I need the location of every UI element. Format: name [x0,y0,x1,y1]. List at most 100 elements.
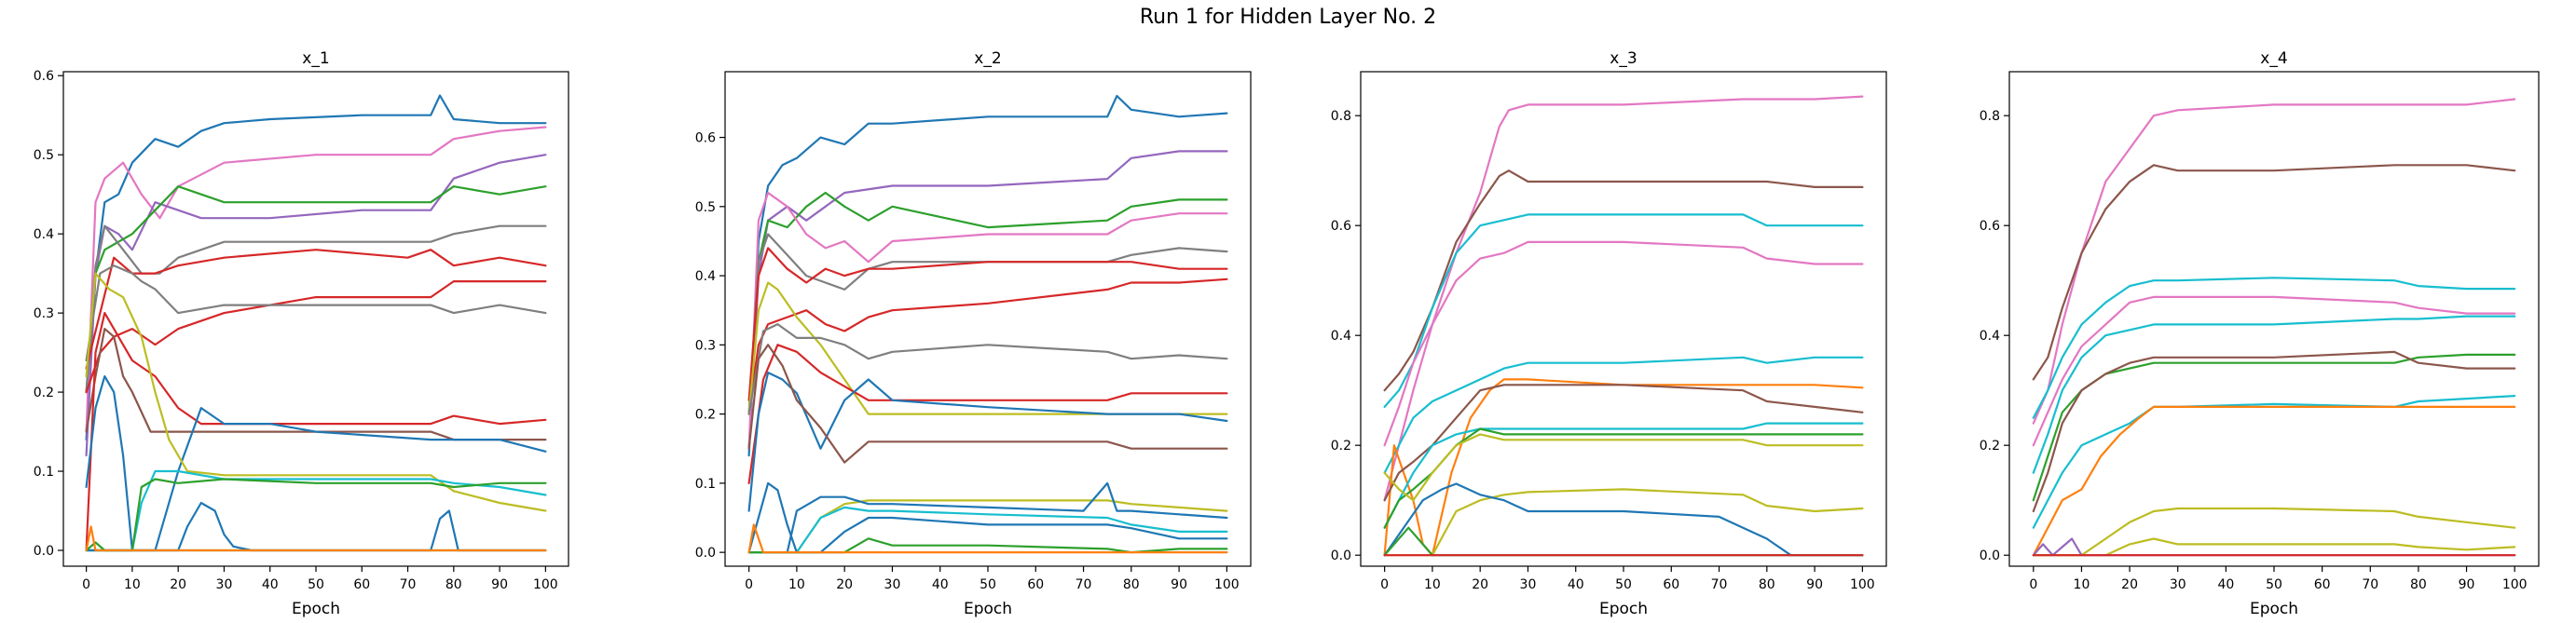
x-tick-label: 0 [1380,577,1389,592]
x-tick-label: 60 [2314,577,2331,592]
x-tick-label: 30 [2170,577,2186,592]
series-line-1 [1383,95,1864,502]
plot-frame [62,71,569,567]
x-tick-label: 60 [1663,577,1679,592]
series-line-4 [2032,295,2516,447]
x-tick-label: 20 [836,577,853,592]
x-tick-label: 0 [82,577,90,592]
series-line-6 [1383,378,1864,557]
subplot-title: x_2 [974,49,1001,68]
x-tick-label: 0 [2029,577,2037,592]
x-tick-label: 30 [1520,577,1537,592]
series-line-12 [1383,482,1864,557]
x-tick-label: 50 [980,577,996,592]
x-tick-label: 30 [216,577,233,592]
y-tick-label: 0.0 [695,546,716,561]
series-line-9 [747,323,1228,415]
y-tick-label: 0.2 [1980,439,2000,454]
subplot-3: 0 10 20 30 40 50 60 70 80 90 100 0.0 0.2 0.4 0.6 0.8 x_3… [1331,49,1887,618]
series-line-3 [747,191,1228,415]
series-line-9 [2032,405,2516,557]
x-tick-label: 90 [2459,577,2475,592]
series-line-17 [747,537,1228,554]
x-tick-label: 10 [124,577,141,592]
y-tick-label: 0.8 [1980,109,2000,124]
series-line-15 [747,506,1228,554]
x-tick-label: 80 [2410,577,2427,592]
x-tick-label: 70 [1076,577,1092,592]
x-tick-label: 80 [445,577,462,592]
x-tick-label: 10 [788,577,805,592]
y-tick-label: 0.4 [1331,329,1351,344]
y-tick-label: 0.5 [695,200,716,215]
y-tick-label: 0.3 [34,306,54,321]
series-line-5 [2032,315,2516,474]
subplot-2: 0 10 20 30 40 50 60 70 80 90 100 0.0 0.1 0.2 0.3 0.4 0.5… [695,49,1252,618]
series-line-5 [1383,356,1864,474]
x-tick-label: 90 [1171,577,1187,592]
series-line-10 [85,312,547,552]
subplot-4: 0 10 20 30 40 50 60 70 80 90 100 0.0 0.2 0.4 0.6 0.8 x_4… [1980,49,2540,618]
series-line-4 [85,185,547,394]
series-line-8 [1383,422,1864,529]
x-tick-label: 90 [491,577,508,592]
x-tick-label: 100 [1214,577,1240,592]
x-tick-label: 90 [1806,577,1823,592]
x-tick-label: 40 [2217,577,2234,592]
series-line-5 [747,233,1228,415]
y-tick-label: 0.5 [34,148,54,163]
y-tick-label: 0.0 [1331,549,1351,563]
x-tick-label: 40 [262,577,279,592]
y-tick-label: 0.3 [695,338,716,353]
series-line-10 [747,344,1228,484]
x-tick-label: 50 [1615,577,1632,592]
series-line-17 [85,525,547,552]
x-tick-label: 50 [2266,577,2282,592]
series-line-1 [2032,98,2516,425]
series-line-11 [2032,537,2516,557]
plot-frame [1360,71,1887,567]
subplot-title: x_3 [1610,49,1637,68]
series-line-6 [85,249,547,370]
series-line-3 [2032,277,2516,419]
y-tick-label: 0.2 [1331,439,1351,454]
x-tick-label: 70 [2362,577,2378,592]
series-line-8 [747,281,1228,415]
x-tick-label: 10 [2074,577,2090,592]
x-tick-label: 60 [353,577,370,592]
series-line-18 [747,523,1228,554]
y-tick-label: 0.6 [695,131,716,146]
x-tick-label: 40 [1568,577,1584,592]
figure-title: Run 1 for Hidden Layer No. 2 [1139,6,1437,29]
x-tick-label: 40 [932,577,949,592]
y-tick-label: 0.2 [34,386,54,400]
x-tick-label: 100 [1850,577,1875,592]
series-line-13 [1383,526,1864,557]
x-tick-label: 30 [884,577,901,592]
series-line-11 [747,372,1228,512]
series-line-4 [1383,240,1864,447]
y-tick-label: 0.6 [1980,219,2000,234]
subplot-1: 0 10 20 30 40 50 60 70 80 90 100 0.0 0.1 0.2 0.3 0.4 0.5… [34,49,569,618]
subplot-title: x_1 [302,49,329,68]
series-line-4 [747,191,1228,450]
y-tick-label: 0.1 [34,465,54,480]
x-tick-label: 0 [745,577,753,592]
plot-frame [724,71,1252,567]
x-axis-label: Epoch [292,600,340,618]
series-line-5 [85,224,547,394]
x-axis-label: Epoch [964,600,1012,618]
series-line-14 [747,481,1228,554]
series-line-10 [1383,433,1864,502]
x-axis-label: Epoch [2250,600,2298,618]
series-line-12 [747,344,1228,464]
subplot-title: x_4 [2260,49,2287,68]
series-line-14 [85,478,547,552]
series-line-6 [747,247,1228,401]
series-line-10 [2032,507,2516,557]
y-tick-label: 0.0 [34,544,54,559]
series-line-1 [747,94,1228,457]
series-line-11 [85,375,547,552]
y-tick-label: 0.2 [695,408,716,423]
